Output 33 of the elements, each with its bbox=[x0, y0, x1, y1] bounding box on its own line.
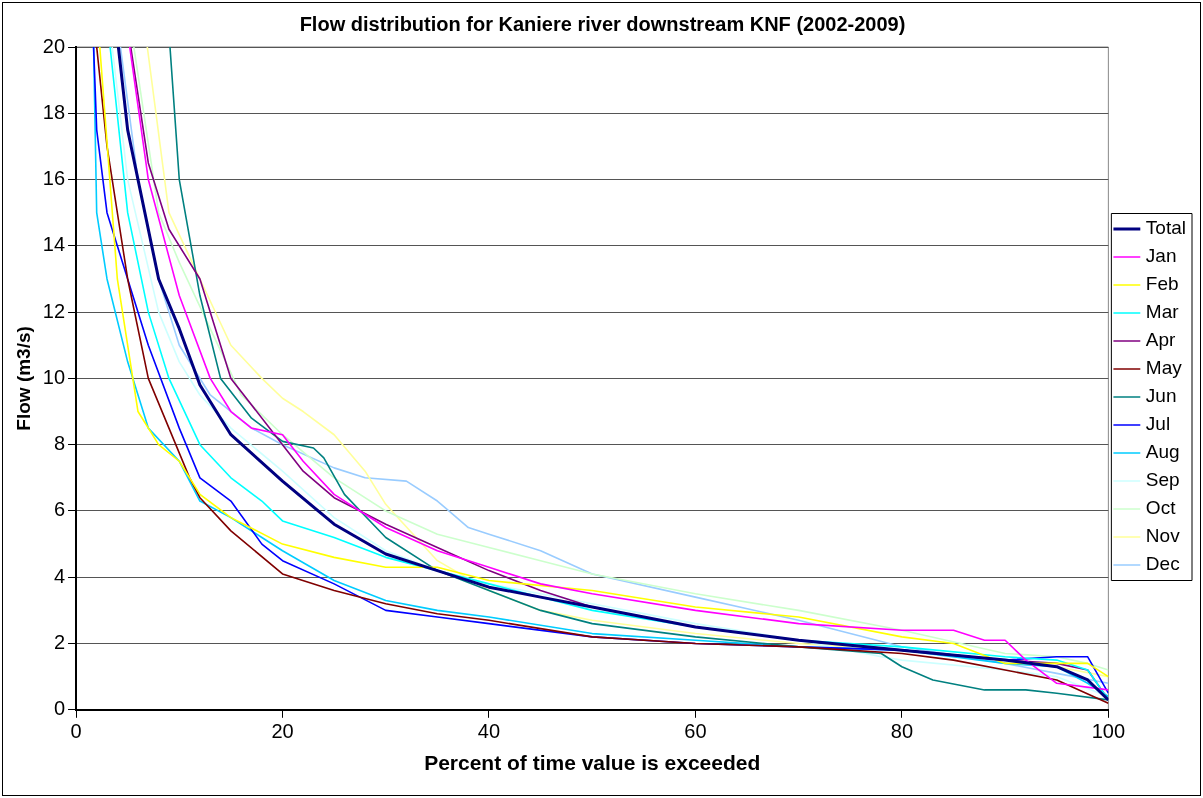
legend-label: Jan bbox=[1145, 245, 1177, 267]
y-tick-label: 18 bbox=[42, 100, 66, 123]
y-tick-label: 10 bbox=[42, 365, 66, 388]
legend-label: Sep bbox=[1145, 469, 1180, 491]
x-tick-label: 100 bbox=[1091, 720, 1126, 743]
x-axis-title: Percent of time value is exceeded bbox=[424, 751, 761, 775]
x-tick-label: 80 bbox=[890, 720, 914, 743]
y-tick-label: 16 bbox=[42, 167, 66, 190]
legend-label: Feb bbox=[1145, 273, 1179, 295]
y-tick-label: 2 bbox=[53, 631, 66, 654]
legend-label: Aug bbox=[1145, 441, 1180, 463]
legend-label: May bbox=[1145, 357, 1183, 379]
x-tick-label: 20 bbox=[271, 720, 294, 743]
y-tick-label: 14 bbox=[42, 233, 66, 256]
legend-label: Jul bbox=[1145, 413, 1171, 435]
y-axis-title: Flow (m3/s) bbox=[12, 326, 34, 431]
legend-label: Mar bbox=[1145, 301, 1180, 323]
legend-label: Total bbox=[1145, 217, 1187, 239]
x-tick-label: 40 bbox=[477, 720, 501, 743]
legend-label: Oct bbox=[1145, 497, 1177, 519]
y-tick-label: 6 bbox=[53, 498, 66, 521]
legend-label: Apr bbox=[1145, 329, 1177, 351]
y-tick-label: 20 bbox=[42, 34, 66, 57]
x-tick-label: 0 bbox=[70, 720, 82, 743]
legend-label: Dec bbox=[1145, 553, 1180, 575]
y-tick-label: 4 bbox=[53, 564, 66, 587]
y-tick-label: 8 bbox=[53, 432, 66, 455]
y-tick-label: 0 bbox=[53, 697, 66, 720]
y-tick-label: 12 bbox=[42, 299, 66, 322]
legend-label: Nov bbox=[1145, 525, 1181, 547]
legend-label: Jun bbox=[1145, 385, 1177, 407]
x-tick-label: 60 bbox=[684, 720, 707, 743]
chart-title: Flow distribution for Kaniere river downstream KNF (2002-2009) bbox=[299, 12, 906, 35]
